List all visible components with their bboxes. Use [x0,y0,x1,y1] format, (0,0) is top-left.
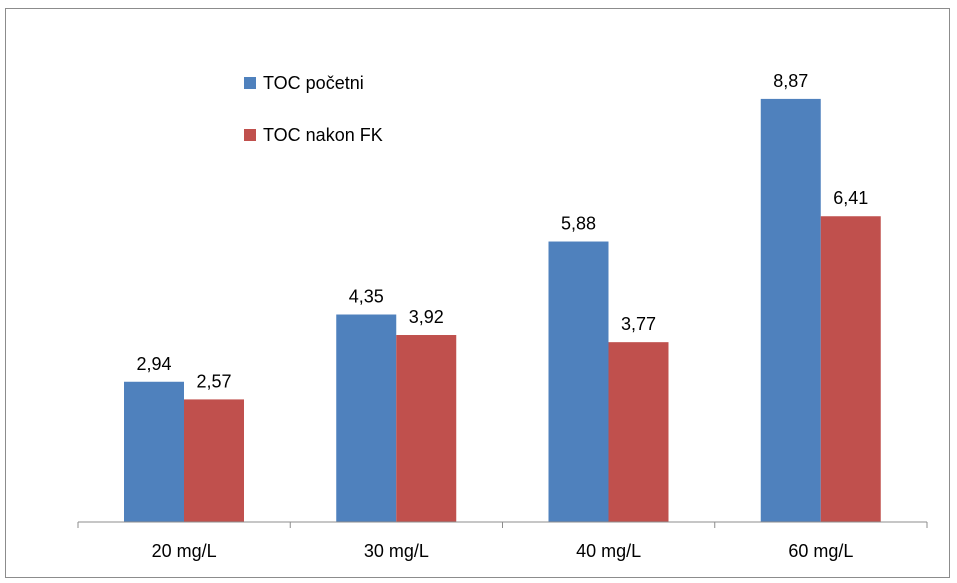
bar-toc-pocetni-3 [760,98,821,522]
legend: TOC početni TOC nakon FK [244,73,383,145]
x-tick-label: 60 mg/L [788,541,853,561]
legend-swatch [244,129,256,141]
data-label: 2,57 [196,371,231,391]
data-label: 4,35 [349,287,384,307]
data-label: 8,87 [773,71,808,91]
bar-toc-pocetni-1 [336,314,397,522]
bar-toc-pocetni-2 [548,241,609,523]
legend-label: TOC nakon FK [263,125,383,145]
bar-toc-nakon-fk-2 [608,342,669,522]
legend-swatch [244,77,256,89]
x-tick-label: 40 mg/L [576,541,641,561]
bar-toc-nakon-fk-3 [820,216,881,523]
bars-layer: 2,94 4,35 5,88 8,87 2,57 3,92 3,77 6,41 [124,71,881,523]
data-label: 3,92 [409,307,444,327]
data-label: 5,88 [561,214,596,234]
x-tick-label: 30 mg/L [364,541,429,561]
bar-toc-pocetni-0 [124,381,184,522]
data-label: 2,94 [136,354,171,374]
data-label: 6,41 [833,188,868,208]
data-label: 3,77 [621,314,656,334]
bar-toc-nakon-fk-0 [184,399,244,522]
x-axis: 20 mg/L 30 mg/L 40 mg/L 60 mg/L [77,521,928,561]
x-tick-label: 20 mg/L [152,541,217,561]
bar-toc-nakon-fk-1 [396,335,457,522]
legend-label: TOC početni [263,73,364,93]
